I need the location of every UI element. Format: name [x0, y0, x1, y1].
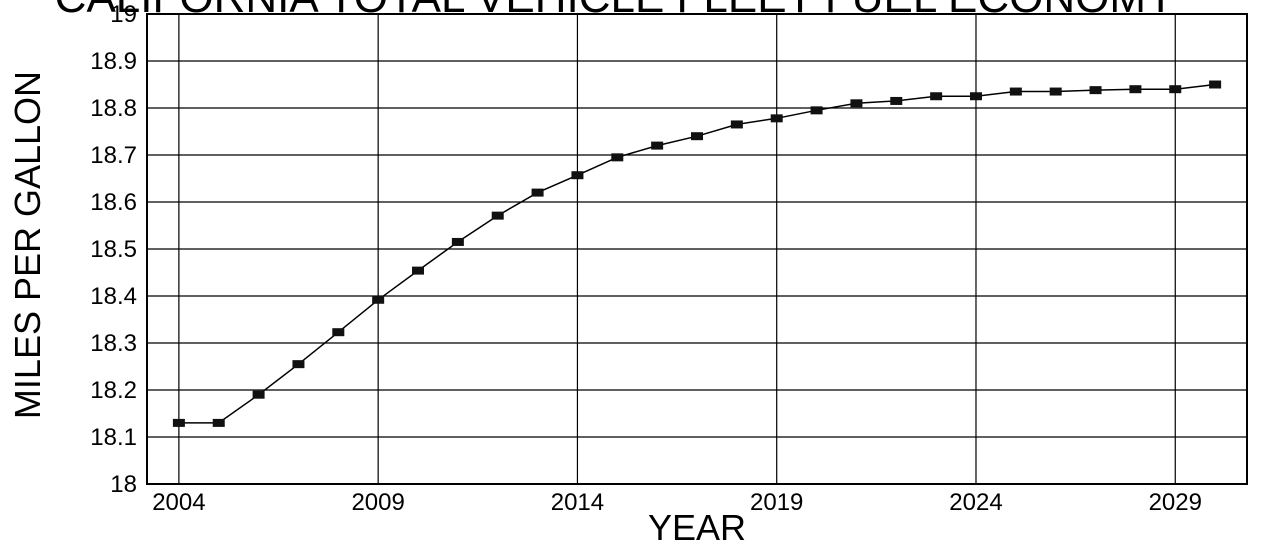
data-point	[1049, 87, 1062, 96]
data-point	[1129, 85, 1142, 94]
data-point	[212, 418, 225, 427]
data-point	[651, 141, 664, 150]
grid-lines	[147, 13, 1247, 485]
x-tick-label: 2029	[1149, 489, 1202, 516]
x-tick-label: 2014	[551, 489, 604, 516]
data-point	[412, 266, 425, 275]
data-point	[451, 237, 464, 246]
data-point	[930, 92, 943, 101]
data-point	[969, 92, 982, 101]
data-point	[292, 360, 305, 369]
x-tick-label: 2019	[750, 489, 803, 516]
y-tick-label: 18.2	[90, 377, 137, 404]
data-point	[531, 188, 544, 197]
data-point	[172, 418, 185, 427]
data-point	[850, 99, 863, 108]
y-tick-label: 18	[110, 471, 137, 498]
series-layer	[172, 80, 1222, 427]
y-tick-label: 18.1	[90, 424, 137, 451]
y-tick-label: 18.5	[90, 236, 137, 263]
y-tick-label: 18.4	[90, 283, 137, 310]
y-tick-label: 18.9	[90, 48, 137, 75]
data-point	[890, 96, 903, 105]
data-point	[491, 211, 504, 220]
data-point	[571, 171, 584, 180]
y-tick-label: 18.7	[90, 142, 137, 169]
y-tick-label: 18.8	[90, 95, 137, 122]
chart-title: CALIFORNIA TOTAL VEHICLE FLEET FUEL ECON…	[55, 0, 1176, 22]
data-point	[332, 328, 345, 337]
data-point	[1169, 85, 1182, 94]
data-point	[730, 120, 743, 129]
y-tick-label: 18.3	[90, 330, 137, 357]
plot-frame	[146, 13, 1248, 485]
y-tick-label: 18.6	[90, 189, 137, 216]
data-point	[372, 295, 385, 304]
data-point	[770, 114, 783, 123]
y-tick-label: 19	[110, 1, 137, 28]
data-point	[1209, 80, 1222, 89]
x-tick-label: 2009	[351, 489, 404, 516]
x-tick-label: 2024	[949, 489, 1002, 516]
data-point	[611, 153, 624, 162]
data-point	[1009, 87, 1022, 96]
x-tick-label: 2004	[152, 489, 205, 516]
data-point	[691, 132, 703, 141]
data-point	[1089, 86, 1102, 95]
x-axis-label: YEAR	[648, 507, 746, 544]
y-axis-label: MILES PER GALLON	[7, 71, 48, 419]
data-point	[252, 390, 265, 399]
tick-labels: 18 18.1 18.2 18.3 18.4 18.5 18.6 18.7 18.8 18.9 19…	[90, 1, 1202, 516]
data-point	[810, 106, 823, 115]
